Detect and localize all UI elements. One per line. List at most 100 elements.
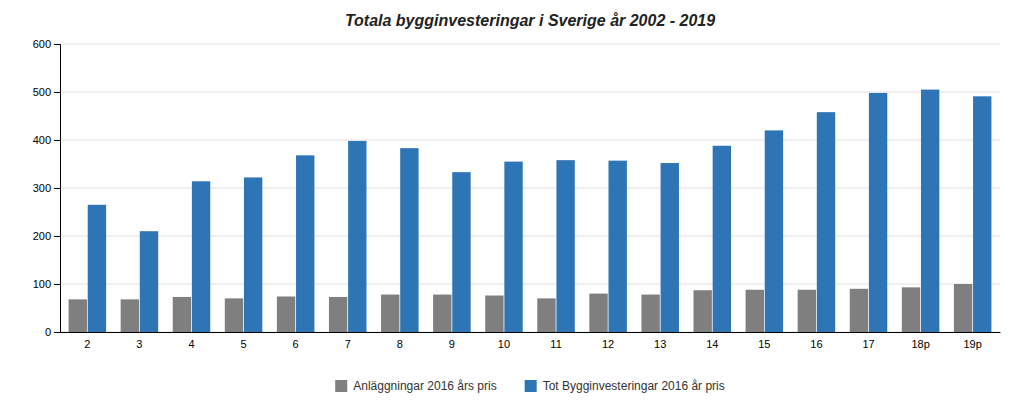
x-tick-label: 12 <box>602 338 614 350</box>
y-tick-mark <box>54 284 60 285</box>
bar <box>798 290 816 332</box>
bar <box>173 297 191 332</box>
x-tick-label: 2 <box>84 338 90 350</box>
y-tick-label: 0 <box>45 326 51 338</box>
bar <box>192 181 210 332</box>
x-tick-label: 4 <box>188 338 194 350</box>
bar <box>225 298 243 332</box>
y-tick-mark <box>54 332 60 333</box>
bar <box>504 162 522 332</box>
x-tick-label: 6 <box>293 338 299 350</box>
x-tick: 16 <box>810 338 822 350</box>
x-tick-label: 10 <box>498 338 510 350</box>
x-tick: 19p <box>963 338 981 350</box>
grid-line <box>60 92 1000 93</box>
y-tick-label: 200 <box>33 230 51 242</box>
legend-swatch <box>335 380 347 392</box>
x-tick-label: 16 <box>810 338 822 350</box>
y-tick-label: 400 <box>33 134 51 146</box>
y-tick: 500 <box>33 86 60 98</box>
bar <box>537 298 555 332</box>
bar <box>69 299 87 332</box>
legend-label: Tot Bygginvesteringar 2016 år pris <box>543 379 725 393</box>
y-tick: 0 <box>45 326 60 338</box>
x-tick: 8 <box>397 338 403 350</box>
x-tick: 11 <box>550 338 561 350</box>
x-tick: 4 <box>188 338 194 350</box>
title: Totala bygginvesteringar i Sverige år 20… <box>345 12 715 29</box>
bar <box>88 205 106 332</box>
x-tick-label: 11 <box>550 338 561 350</box>
y-tick: 600 <box>33 38 60 50</box>
bar <box>765 130 783 332</box>
bar <box>121 299 139 332</box>
bars <box>69 90 992 332</box>
legend-item: Anläggningar 2016 års pris <box>335 379 496 393</box>
y-tick: 300 <box>33 182 60 194</box>
bar <box>973 96 991 332</box>
x-tick: 17 <box>862 338 874 350</box>
bar <box>400 148 418 332</box>
bar <box>244 177 262 332</box>
bar <box>485 296 503 332</box>
grid-line <box>60 140 1000 141</box>
x-tick-label: 13 <box>654 338 666 350</box>
bar <box>277 296 295 332</box>
legend-item: Tot Bygginvesteringar 2016 år pris <box>525 379 725 393</box>
bar <box>329 297 347 332</box>
y-axis: 0 100 200 300 400 500 600 <box>33 38 61 338</box>
chart-container: 0 100 200 300 400 500 600 2 3 4 5 6 7 8 9 10 11 12 13 14 15 1… <box>0 0 1024 404</box>
x-tick: 9 <box>449 338 455 350</box>
bar <box>348 141 366 332</box>
bar <box>746 290 764 332</box>
grid-line <box>60 44 1000 45</box>
x-tick-label: 19p <box>963 338 981 350</box>
y-axis-line <box>54 45 61 333</box>
x-tick-label: 5 <box>241 338 247 350</box>
bar <box>608 161 626 332</box>
plot-area: 0 100 200 300 400 500 600 2 3 4 5 6 7 8 9 10 11 12 13 14 15 1… <box>33 38 1001 350</box>
x-tick: 2 <box>84 338 90 350</box>
bar-series <box>88 90 992 332</box>
bar <box>556 160 574 332</box>
bar <box>954 284 972 332</box>
bar <box>381 295 399 332</box>
y-tick: 100 <box>33 278 60 290</box>
bar <box>641 295 659 332</box>
x-tick: 18p <box>911 338 929 350</box>
x-tick-label: 17 <box>862 338 874 350</box>
bar <box>433 295 451 332</box>
y-tick: 200 <box>33 230 60 242</box>
x-tick-label: 7 <box>345 338 351 350</box>
x-tick-label: 3 <box>136 338 142 350</box>
bar <box>694 290 712 332</box>
bar <box>921 90 939 332</box>
legend-swatch <box>525 380 537 392</box>
y-tick: 400 <box>33 134 60 146</box>
bar <box>850 289 868 332</box>
y-tick-label: 100 <box>33 278 51 290</box>
bar <box>817 112 835 332</box>
bar <box>589 294 607 332</box>
x-axis: 2 3 4 5 6 7 8 9 10 11 12 13 14 15 16 17 18p 19p <box>61 333 1001 350</box>
y-tick-label: 600 <box>33 38 51 50</box>
legend-label: Anläggningar 2016 års pris <box>353 379 496 393</box>
x-tick: 3 <box>136 338 142 350</box>
x-tick-label: 9 <box>449 338 455 350</box>
y-tick-mark <box>54 236 60 237</box>
x-tick: 15 <box>758 338 770 350</box>
y-tick-mark <box>54 92 60 93</box>
bar <box>296 155 314 332</box>
chart-svg: 0 100 200 300 400 500 600 2 3 4 5 6 7 8 9 10 11 12 13 14 15 1… <box>0 0 1024 404</box>
bar <box>661 163 679 332</box>
bar <box>140 231 158 332</box>
x-tick: 13 <box>654 338 666 350</box>
bar <box>869 93 887 332</box>
x-tick: 6 <box>293 338 299 350</box>
x-tick: 14 <box>706 338 718 350</box>
x-tick-label: 8 <box>397 338 403 350</box>
x-tick-label: 15 <box>758 338 770 350</box>
x-tick: 5 <box>241 338 247 350</box>
x-tick-label: 18p <box>911 338 929 350</box>
x-tick: 12 <box>602 338 614 350</box>
